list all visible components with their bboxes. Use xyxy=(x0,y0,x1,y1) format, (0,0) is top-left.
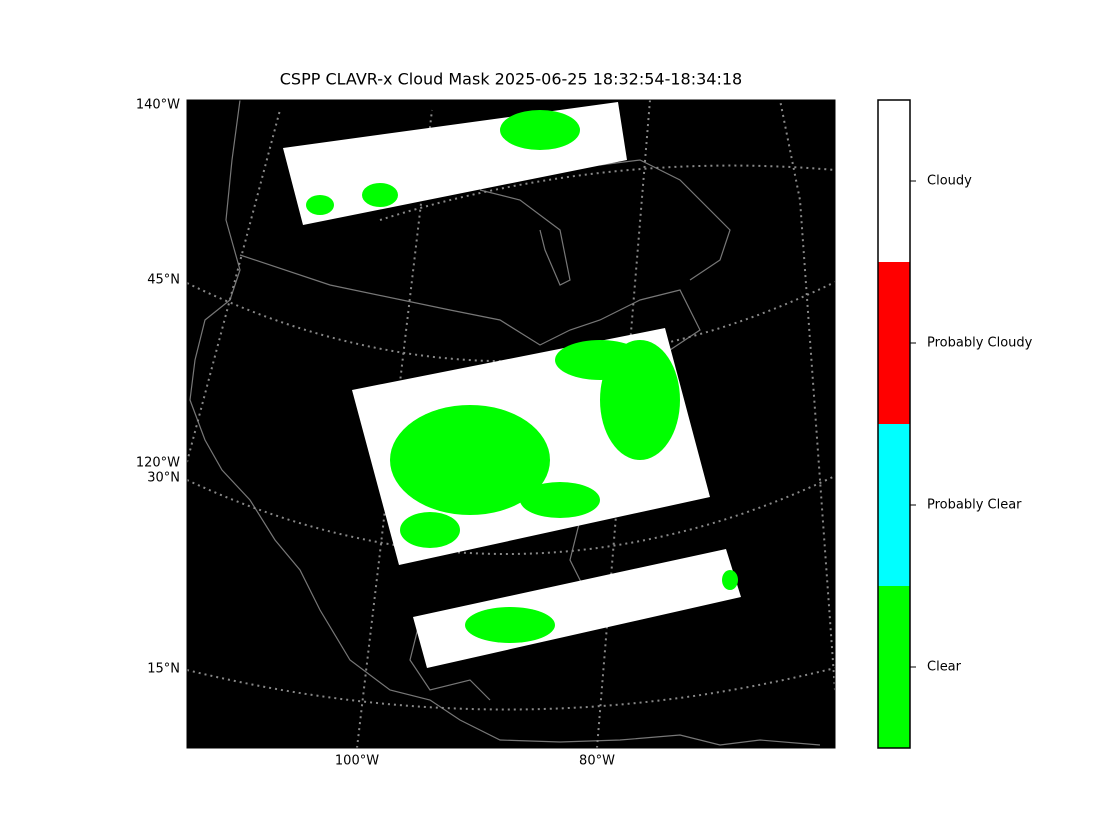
clear-patch xyxy=(555,340,645,380)
clear-patch xyxy=(500,110,580,150)
clear-patch xyxy=(390,405,550,515)
colorbar-frame xyxy=(877,99,911,749)
left-label: 30°N xyxy=(147,471,180,486)
clear-patch xyxy=(520,482,600,518)
clear-patch xyxy=(400,512,460,548)
colorbar: Cloudy Probably Cloudy Probably Clear Clear xyxy=(878,100,1033,748)
title: CSPP CLAVR-x Cloud Mask 2025-06-25 18:32… xyxy=(280,70,742,89)
colorbar-label: Cloudy xyxy=(927,174,972,189)
left-label: 140°W xyxy=(136,98,180,113)
bottom-label: 100°W xyxy=(335,754,379,769)
axis-labels: 140°W 45°N 120°W30°N 15°N 100°W 80°W xyxy=(136,98,615,769)
left-label: 15°N xyxy=(147,662,180,677)
colorbar-label: Probably Cloudy xyxy=(927,336,1033,351)
left-label: 45°N xyxy=(147,273,180,288)
colorbar-label: Probably Clear xyxy=(927,498,1022,513)
clear-patch xyxy=(465,607,555,643)
map xyxy=(187,100,835,748)
clear-patch xyxy=(722,570,738,590)
clear-patch xyxy=(362,183,398,207)
colorbar-segment xyxy=(878,262,910,424)
map-frame xyxy=(186,99,836,749)
bottom-label: 80°W xyxy=(579,754,615,769)
colorbar-segment xyxy=(878,586,910,748)
colorbar-segment xyxy=(878,100,910,262)
clear-patch xyxy=(306,195,334,215)
left-label: 120°W xyxy=(136,456,180,471)
swaths xyxy=(283,102,741,668)
colorbar-label: Clear xyxy=(927,660,962,675)
colorbar-segment xyxy=(878,424,910,586)
